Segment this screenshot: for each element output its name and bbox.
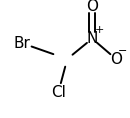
Text: O: O xyxy=(86,0,98,14)
Text: Cl: Cl xyxy=(51,85,66,101)
Text: +: + xyxy=(95,25,104,35)
Text: −: − xyxy=(118,46,127,55)
Text: O: O xyxy=(110,51,122,67)
Text: N: N xyxy=(86,31,98,46)
Text: Br: Br xyxy=(14,36,30,51)
